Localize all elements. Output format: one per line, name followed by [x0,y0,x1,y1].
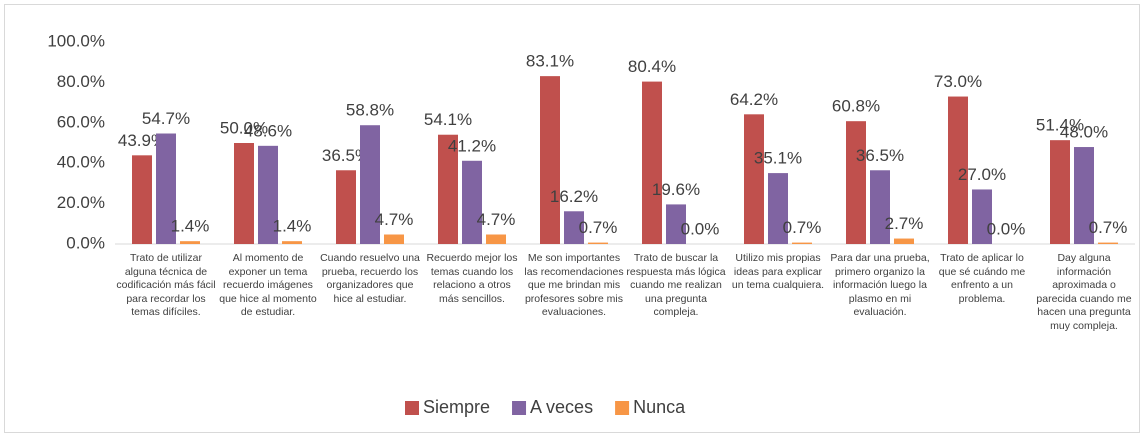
data-label: 48.0% [1060,123,1108,142]
bar [972,189,992,244]
bar [744,114,764,244]
x-tick-label: Trato de buscar la respuesta más lógica … [626,252,726,318]
data-label: 35.1% [754,149,802,168]
bar [642,81,662,244]
bar [258,145,278,244]
data-label: 73.0% [934,72,982,91]
data-label: 0.0% [987,219,1026,238]
legend-label: Siempre [423,397,490,417]
bar [564,211,584,244]
data-label: 41.2% [448,136,496,155]
bar [180,241,200,244]
data-label: 83.1% [526,52,574,71]
x-tick-label: Trato de utilizar alguna técnica de codi… [116,252,216,318]
chart-frame [4,4,1140,433]
data-label: 60.8% [832,97,880,116]
x-tick-label: Cuando resuelvo una prueba, recuerdo los… [320,252,420,305]
bar [462,160,482,244]
data-label: 36.5% [856,146,904,165]
y-tick-label: 0.0% [66,233,105,252]
x-tick-label: Utilizo mis propias ideas para explicar … [731,252,825,291]
data-label: 64.2% [730,90,778,109]
bar [666,204,686,244]
bar [1074,147,1094,244]
x-tick-label: Trato de aplicar lo que sé cuándo me enf… [938,252,1026,305]
legend-swatch [615,401,630,415]
data-label: 1.4% [171,217,210,236]
y-tick-label: 60.0% [57,112,105,131]
data-label: 50.0% [220,118,268,137]
y-tick-label: 80.0% [57,72,105,91]
data-label: 0.7% [579,218,618,237]
legend-label: Nunca [633,397,686,417]
y-tick-label: 40.0% [57,153,105,172]
data-label: 27.0% [958,165,1006,184]
bar [234,143,254,244]
bar [870,170,890,244]
bar [438,134,458,244]
bar [792,242,812,244]
legend-label: A veces [530,397,593,417]
y-tick-label: 20.0% [57,193,105,212]
y-tick-label: 100.0% [47,31,105,50]
data-label: 0.7% [783,218,822,237]
data-label: 43.9% [118,131,166,150]
bar [540,76,560,244]
bar [336,170,356,244]
bar [384,234,404,244]
data-label: 0.0% [681,219,720,238]
x-tick-label: Me son importantes las recomendaciones q… [524,252,624,318]
legend-swatch [405,401,419,415]
data-label: 36.5% [322,146,370,165]
data-label: 51.4% [1036,116,1084,135]
bar [156,133,176,244]
data-label: 54.7% [142,109,190,128]
x-tick-label: Al momento de exponer un tema recuerdo i… [219,252,317,318]
x-tick-label: Recuerdo mejor los temas cuando los rela… [426,252,518,305]
bar [588,242,608,244]
bar [282,241,302,244]
data-label: 19.6% [652,180,700,199]
data-label: 80.4% [628,57,676,76]
data-label: 4.7% [477,210,516,229]
data-label: 4.7% [375,210,414,229]
bar [360,125,380,244]
data-label: 48.6% [244,121,292,140]
bar [132,155,152,244]
data-label: 2.7% [885,214,924,233]
bar [846,121,866,244]
legend-swatch [512,401,527,415]
bar [1050,140,1070,244]
bar [486,234,506,244]
bar [894,238,914,244]
data-label: 0.7% [1089,218,1128,237]
data-label: 16.2% [550,187,598,206]
data-label: 1.4% [273,217,312,236]
x-tick-label: Para dar una prueba, primero organizo la… [830,252,930,318]
x-tick-label: Day alguna información aproximada o pare… [1036,252,1132,332]
data-label: 58.8% [346,101,394,120]
bar [768,173,788,244]
bar [1098,242,1118,244]
data-label: 54.1% [424,110,472,129]
bar [948,96,968,244]
